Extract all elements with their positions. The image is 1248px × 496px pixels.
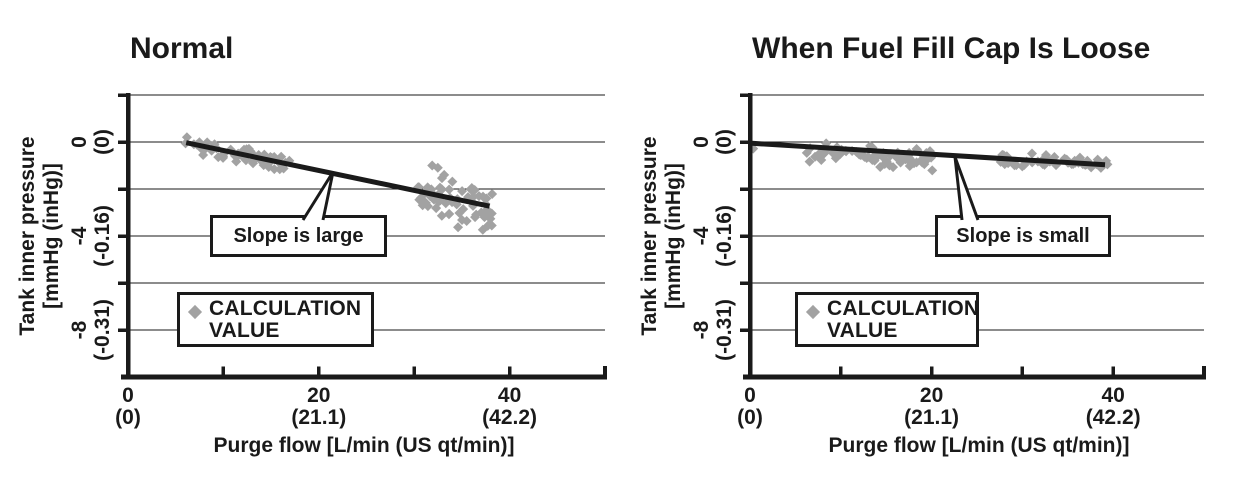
scatter-point <box>241 144 252 155</box>
scatter-point <box>855 150 866 161</box>
x-tick-sublabel: (21.1) <box>291 406 347 429</box>
scatter-point <box>815 148 826 159</box>
y-axis-title-line1: Tank inner pressure <box>16 136 39 336</box>
scatter-point <box>414 194 425 205</box>
y-axis-title-line2: [mmHg (inHg)] <box>662 163 685 309</box>
x-tick-sublabel: (21.1) <box>904 406 960 429</box>
scatter-point <box>447 176 458 187</box>
annotation-callout: Slope is small <box>935 215 1111 257</box>
scatter-point <box>888 162 899 173</box>
scatter-point <box>458 204 469 215</box>
x-axis-title: Purge flow [L/min (US qt/min)] <box>828 434 1130 457</box>
scatter-point <box>213 152 224 163</box>
legend-label: CALCULATION VALUE <box>209 298 361 342</box>
scatter-point <box>875 162 886 173</box>
scatter-point <box>1101 155 1112 166</box>
y-tick-sublabel: (-0.31) <box>91 299 114 361</box>
scatter-point <box>436 184 447 195</box>
scatter-point <box>483 210 494 221</box>
scatter-point <box>919 159 930 170</box>
legend-diamond-icon <box>187 304 203 320</box>
annotation-text: Slope is large <box>233 224 364 247</box>
y-axis-title-line1: Tank inner pressure <box>638 136 661 336</box>
scatter-point <box>436 210 447 221</box>
x-tick-sublabel: (0) <box>115 406 141 429</box>
scatter-point <box>801 147 812 158</box>
chart-fuel-fill-cap-loose: 0 (0) 20 (21.1) 40 (42.2) 0 (0) -4 (-0.16) -8 (-0.3… <box>624 0 1248 496</box>
y-tick-label: 0 <box>68 136 91 148</box>
y-tick-label: -4 <box>690 226 713 246</box>
x-tick-label: 40 <box>497 384 522 407</box>
x-tick-label: 40 <box>1101 384 1125 407</box>
legend: CALCULATION VALUE <box>177 292 374 347</box>
scatter-point <box>908 158 919 169</box>
y-tick-label: -4 <box>68 226 91 246</box>
x-tick-label: 0 <box>744 384 756 407</box>
x-tick-label: 20 <box>919 384 944 407</box>
scatter-point <box>835 149 846 160</box>
legend: CALCULATION VALUE <box>795 292 979 347</box>
scatter-point <box>804 156 815 167</box>
scatter-point <box>431 203 442 214</box>
scatter-point <box>481 193 492 204</box>
y-axis-title-line2: [mmHg (inHg)] <box>40 163 63 309</box>
x-tick-sublabel: (42.2) <box>482 406 538 429</box>
scatter-point <box>466 183 477 194</box>
scatter-point <box>904 161 915 172</box>
legend-label-line2: VALUE <box>827 319 898 342</box>
y-tick-label: 0 <box>690 136 713 148</box>
scatter-point <box>895 157 906 168</box>
x-tick-label: 20 <box>307 384 331 407</box>
scatter-point <box>439 169 450 180</box>
scatter-point <box>444 184 455 195</box>
y-tick-label: -8 <box>68 320 91 340</box>
x-tick-sublabel: (42.2) <box>1085 406 1141 429</box>
scatter-point <box>810 151 821 162</box>
legend-label-line1: CALCULATION <box>209 297 362 320</box>
chart-normal: 0 (0) 20 (21.1) 40 (42.2) 0 (0) -4 (-0.16) -8 (-0.3… <box>16 32 607 457</box>
y-tick-label: -8 <box>690 320 713 340</box>
scatter-point <box>1026 148 1037 159</box>
chart-title: When Fuel Fill Cap Is Loose <box>752 32 1151 65</box>
scatter-point <box>892 152 903 163</box>
scatter-point <box>470 212 481 223</box>
y-tick-sublabel: (0) <box>713 129 736 155</box>
scatter-point <box>877 151 888 162</box>
scatter-point <box>231 156 242 167</box>
scatter-point <box>453 222 464 233</box>
scatter-point <box>443 209 454 220</box>
scatter-point <box>181 132 192 143</box>
scatter-point <box>457 186 468 197</box>
scatter-point <box>461 216 472 227</box>
scatter-point <box>487 188 498 199</box>
y-tick-sublabel: (-0.31) <box>713 299 736 361</box>
scatter-point <box>198 149 209 160</box>
x-tick-sublabel: (0) <box>737 406 763 429</box>
trend-line <box>749 140 1106 168</box>
scatter-point <box>427 160 438 171</box>
scatter-point <box>482 220 493 231</box>
y-tick-sublabel: (-0.16) <box>713 205 736 267</box>
chart-title: Normal <box>130 32 234 65</box>
scatter-point <box>1041 149 1052 160</box>
scatter-point <box>263 161 274 172</box>
legend-label: CALCULATION VALUE <box>827 298 979 342</box>
tick-labels: 0 (0) 20 (21.1) 40 (42.2) 0 (0) -4 (-0.16) -8 (-0.3… <box>624 0 1248 496</box>
scatter-point <box>748 143 759 154</box>
legend-label-line2: VALUE <box>209 319 280 342</box>
trend-line <box>185 140 491 209</box>
x-axis-title: Purge flow [L/min (US qt/min)] <box>213 434 515 457</box>
x-tick-label: 0 <box>122 384 134 407</box>
y-tick-sublabel: (0) <box>91 129 114 155</box>
legend-diamond-icon <box>805 304 821 320</box>
scatter-point <box>927 165 938 176</box>
y-tick-sublabel: (-0.16) <box>91 205 114 267</box>
tick-labels: 0 (0) 20 (21.1) 40 (42.2) 0 (0) -4 (-0.16) -8 (-0.3… <box>68 129 538 429</box>
annotation-text: Slope is small <box>956 224 1090 247</box>
annotation-callout: Slope is large <box>210 215 387 257</box>
legend-label-line1: CALCULATION <box>827 297 980 320</box>
